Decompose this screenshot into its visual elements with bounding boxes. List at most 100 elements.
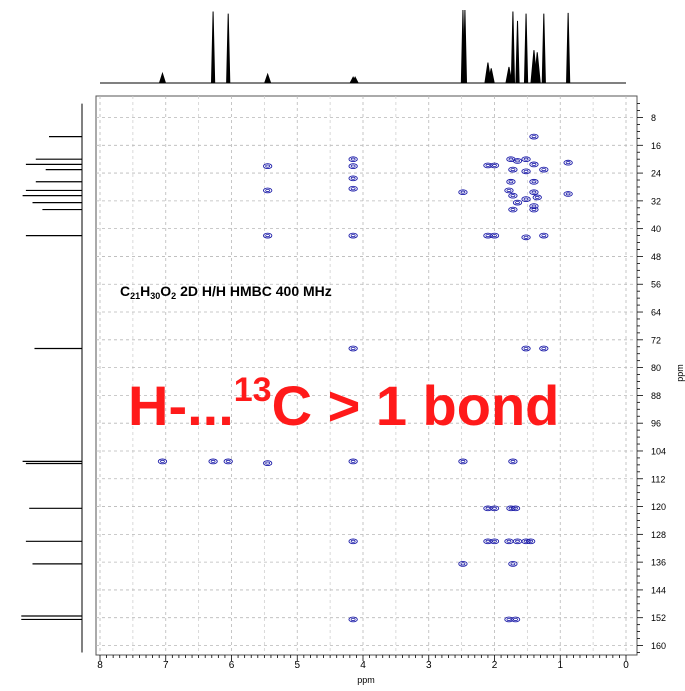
cross-peak — [348, 163, 358, 169]
cross-peak — [508, 561, 518, 567]
cross-peak-inner — [513, 617, 518, 621]
carbon-1d-spectrum — [21, 103, 83, 653]
cross-peak-inner — [523, 346, 529, 350]
grid — [96, 96, 637, 655]
cross-peak — [223, 458, 233, 465]
cross-peak-inner — [350, 539, 356, 543]
cross-peak — [526, 538, 536, 545]
x-axis-label: ppm — [357, 675, 375, 685]
cross-peak-inner — [350, 346, 356, 350]
cross-peak-inner — [510, 194, 516, 198]
proton-peak — [533, 52, 541, 84]
cross-peak — [521, 168, 531, 175]
cross-peak — [508, 192, 518, 199]
cross-peak — [348, 185, 358, 192]
cross-peak — [348, 156, 358, 163]
cross-peak-inner — [531, 135, 537, 139]
cross-peak — [508, 206, 518, 213]
cross-peak-inner — [513, 506, 518, 510]
cross-peak-inner — [541, 346, 547, 350]
cross-peak-inner — [523, 235, 529, 239]
proton-peak — [541, 13, 546, 84]
cross-peak — [458, 561, 468, 567]
cross-peak-inner — [541, 168, 547, 172]
proton-peak — [566, 12, 571, 84]
y-tick-label: 104 — [651, 446, 666, 456]
cross-peak-inner — [541, 234, 547, 238]
cross-peak-inner — [528, 539, 534, 543]
cross-peak-inner — [510, 208, 516, 212]
x-tick-label: 5 — [294, 660, 300, 671]
cross-peak — [521, 196, 531, 202]
x-tick-label: 1 — [557, 660, 563, 671]
cross-peak — [563, 191, 573, 197]
bond-annotation: H-...13C > 1 bond — [128, 371, 560, 437]
cross-peak — [208, 458, 218, 465]
cross-peak-inner — [523, 157, 529, 161]
proton-peak — [226, 13, 231, 84]
proton-peak — [264, 72, 272, 84]
cross-peak-inner — [508, 506, 514, 510]
proton-peak — [158, 71, 166, 84]
chart-title: C21H30O2 2D H/H HMBC 400 MHz — [120, 283, 332, 301]
cross-peaks — [157, 133, 573, 623]
y-tick-label: 144 — [651, 585, 666, 595]
cross-peak — [512, 158, 523, 164]
y-tick-label: 112 — [651, 474, 665, 484]
cross-peak — [529, 206, 539, 213]
cross-peak — [539, 345, 549, 352]
proton-peak — [510, 11, 516, 84]
cross-peak — [532, 194, 542, 201]
cross-peak — [489, 232, 500, 239]
cross-peak — [508, 166, 518, 173]
y-tick-label: 80 — [651, 363, 661, 373]
cross-peak-inner — [265, 164, 271, 168]
cross-peak — [539, 166, 549, 173]
cross-peak — [510, 505, 521, 512]
cross-peak — [506, 505, 516, 512]
cross-peak — [458, 458, 468, 465]
cross-peak — [263, 460, 273, 466]
cross-peak-inner — [523, 539, 529, 543]
cross-peak-inner — [506, 539, 512, 543]
cross-peak — [529, 133, 539, 140]
proton-peak — [462, 9, 468, 84]
cross-peak-inner — [265, 188, 271, 192]
y-tick-label: 128 — [651, 530, 666, 540]
x-tick-label: 3 — [426, 660, 432, 671]
cross-peak — [512, 199, 523, 206]
proton-peak — [210, 11, 216, 84]
x-axis: 8 7 6 5 4 3 2 1 0 — [97, 655, 629, 671]
y-tick-label: 48 — [651, 252, 661, 262]
cross-peak-inner — [510, 459, 516, 463]
cross-peak — [489, 538, 500, 545]
cross-peak-inner — [531, 208, 537, 212]
cross-peak-inner — [523, 169, 529, 173]
cross-peak — [263, 232, 273, 239]
cross-peak — [504, 187, 514, 194]
cross-peak — [489, 162, 500, 169]
x-tick-label: 7 — [163, 660, 169, 671]
y-tick-label: 72 — [651, 335, 661, 345]
x-tick-label: 4 — [360, 660, 366, 671]
x-tick-label: 0 — [623, 660, 629, 671]
cross-peak-inner — [350, 459, 356, 463]
cross-peak-inner — [492, 506, 497, 510]
y-tick-label: 88 — [651, 391, 661, 401]
cross-peak-inner — [531, 190, 537, 194]
cross-peak — [521, 156, 531, 163]
cross-peak-inner — [460, 459, 466, 463]
cross-peak — [563, 159, 573, 166]
cross-peak — [348, 538, 358, 545]
cross-peak — [263, 163, 273, 169]
cross-peak-inner — [460, 562, 466, 566]
cross-peak-inner — [265, 461, 271, 465]
cross-peak — [529, 161, 539, 168]
proton-peak — [523, 13, 529, 84]
cross-peak-inner — [350, 157, 356, 161]
cross-peak-inner — [531, 162, 537, 166]
cross-peak — [263, 187, 273, 194]
cross-peak-inner — [506, 188, 512, 192]
cross-peak-inner — [534, 195, 540, 199]
cross-peak-inner — [492, 234, 497, 238]
